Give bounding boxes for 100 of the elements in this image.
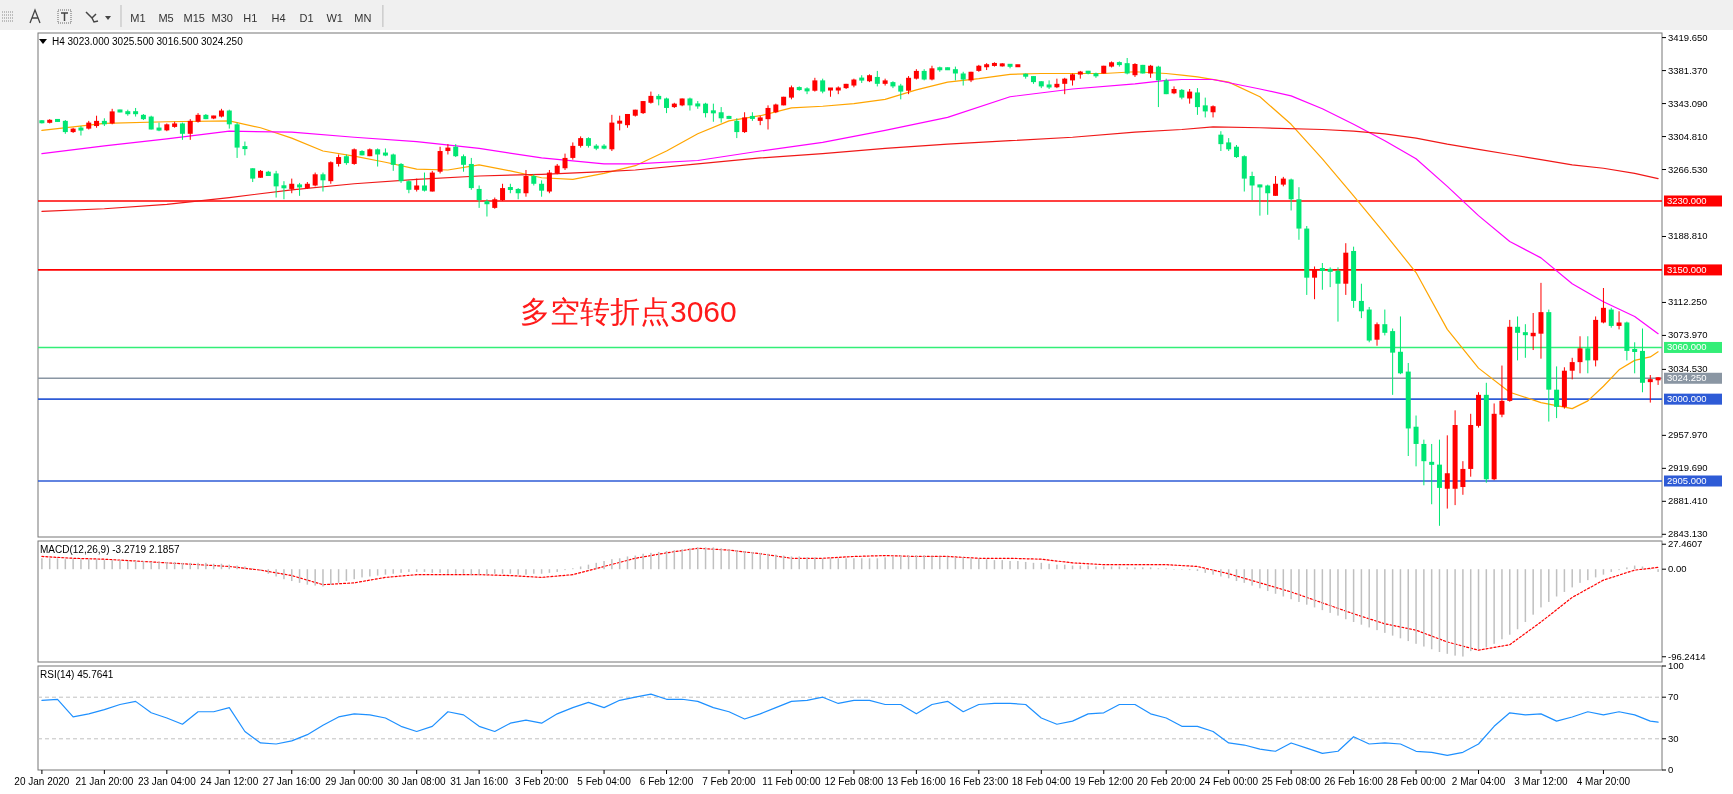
candlestick [1436,439,1442,527]
candlestick [187,118,193,141]
candlestick [484,198,490,218]
candlestick [1249,171,1255,201]
candlestick [437,146,443,174]
ref-line-label: 3024.250 [1667,372,1707,384]
text: H1 [243,12,258,24]
annotation: 多空转折点3060 [520,295,737,328]
candlestick [320,172,326,193]
candlestick [742,111,748,134]
y-tick-label: 2957.970 [1668,429,1708,441]
chart-title: MACD(12,26,9) -3.2719 2.1857 [40,544,180,555]
x-tick-label: 20 Jan 2020 [14,776,70,787]
candlestick [1171,85,1177,95]
text: M15 [183,12,205,24]
candlestick [523,169,529,198]
candlestick [226,109,232,130]
x-tick-label: 12 Feb 08:00 [824,776,884,787]
candlestick [1647,374,1653,404]
ref-line-label: 3230.000 [1667,195,1707,206]
ref-line-label: 2905.000 [1667,475,1707,486]
chart-title: H4 3023.000 3025.500 3016.500 3024.250 [52,36,244,47]
candlestick [234,122,240,159]
x-tick-label: 6 Feb 12:00 [639,776,694,787]
candlestick [476,184,482,209]
candlestick [421,172,427,193]
candlestick [1608,307,1614,329]
candlestick [1421,439,1427,486]
candlestick [1194,87,1200,116]
x-tick-label: 19 Feb 12:00 [1074,776,1134,787]
text: W1 [326,12,343,24]
y-tick-label: 2881.410 [1668,495,1708,507]
x-tick-label: 24 Jan 12:00 [200,776,259,787]
candlestick [1522,323,1528,359]
ref-line-label: 3150.000 [1667,263,1707,275]
x-tick-label: 30 Jan 08:00 [387,776,447,787]
candlestick [1327,266,1333,288]
candlestick [1554,365,1560,419]
candlestick [1616,310,1622,330]
x-tick-label: 2 Mar 04:00 [1451,776,1506,787]
candlestick [1288,178,1294,211]
text: M1 [130,12,146,24]
x-tick-label: 21 Jan 20:00 [75,776,134,787]
x-tick-label: 23 Jan 04:00 [137,776,197,787]
candlestick [1569,357,1575,380]
candlestick [804,86,810,95]
text: D1 [299,12,314,24]
y-tick-label: 3266.530 [1668,163,1708,175]
candlestick [1585,335,1591,374]
candlestick [1319,262,1325,291]
candlestick [1515,315,1521,361]
x-tick-label: 27 Jan 16:00 [262,776,322,787]
chart-title: RSI(14) 45.7641 [40,669,114,680]
candlestick [1273,175,1279,197]
x-tick-label: 25 Feb 08:00 [1261,776,1322,787]
text: M5 [158,12,174,24]
candlestick [687,97,693,112]
candlestick [734,117,740,139]
text: M30 [211,12,233,24]
y-tick-label: 3112.250 [1668,296,1707,308]
candlestick [1241,154,1247,193]
y-tick-label: 3304.810 [1668,130,1708,142]
x-tick-label: 13 Feb 16:00 [886,776,947,787]
y-tick-label: 100 [1668,660,1684,671]
y-tick-label: 3073.970 [1668,329,1708,341]
candlestick [1335,266,1341,323]
text: H4 [271,12,286,24]
y-tick-label: 30 [1668,732,1679,744]
line-series [41,126,1659,212]
y-tick-label: 2843.130 [1668,528,1708,540]
x-tick-label: 11 Feb 00:00 [762,776,821,787]
line-series [41,71,1659,410]
y-tick-label: 0.00 [1668,563,1687,575]
candlestick [1046,79,1052,90]
candlestick [328,160,334,185]
candlestick [1397,315,1403,375]
y-tick-label: 70 [1668,691,1679,703]
candlestick [1265,184,1271,216]
candlestick [1538,282,1544,360]
x-tick-label: 5 Feb 04:00 [577,776,632,787]
candlestick [1374,321,1380,347]
y-tick-label: 3419.650 [1668,31,1708,43]
candlestick [1155,65,1161,108]
line-series [41,547,1659,651]
x-tick-label: 18 Feb 04:00 [1011,776,1072,787]
x-tick-label: 7 Feb 20:00 [702,776,757,787]
line-series [41,693,1659,757]
candlestick [1382,309,1388,336]
candlestick [375,147,381,168]
line-series [41,78,1659,335]
candlestick [429,170,435,193]
x-tick-label: 26 Feb 16:00 [1324,776,1384,787]
x-tick-label: 31 Jan 16:00 [450,776,509,787]
ref-line-label: 3000.000 [1667,393,1707,405]
candlestick [1655,376,1661,386]
candlestick [765,104,771,130]
candlestick [281,180,287,200]
candlestick [1210,104,1216,118]
x-tick-label: 29 Jan 00:00 [325,776,384,787]
candlestick [906,75,912,95]
